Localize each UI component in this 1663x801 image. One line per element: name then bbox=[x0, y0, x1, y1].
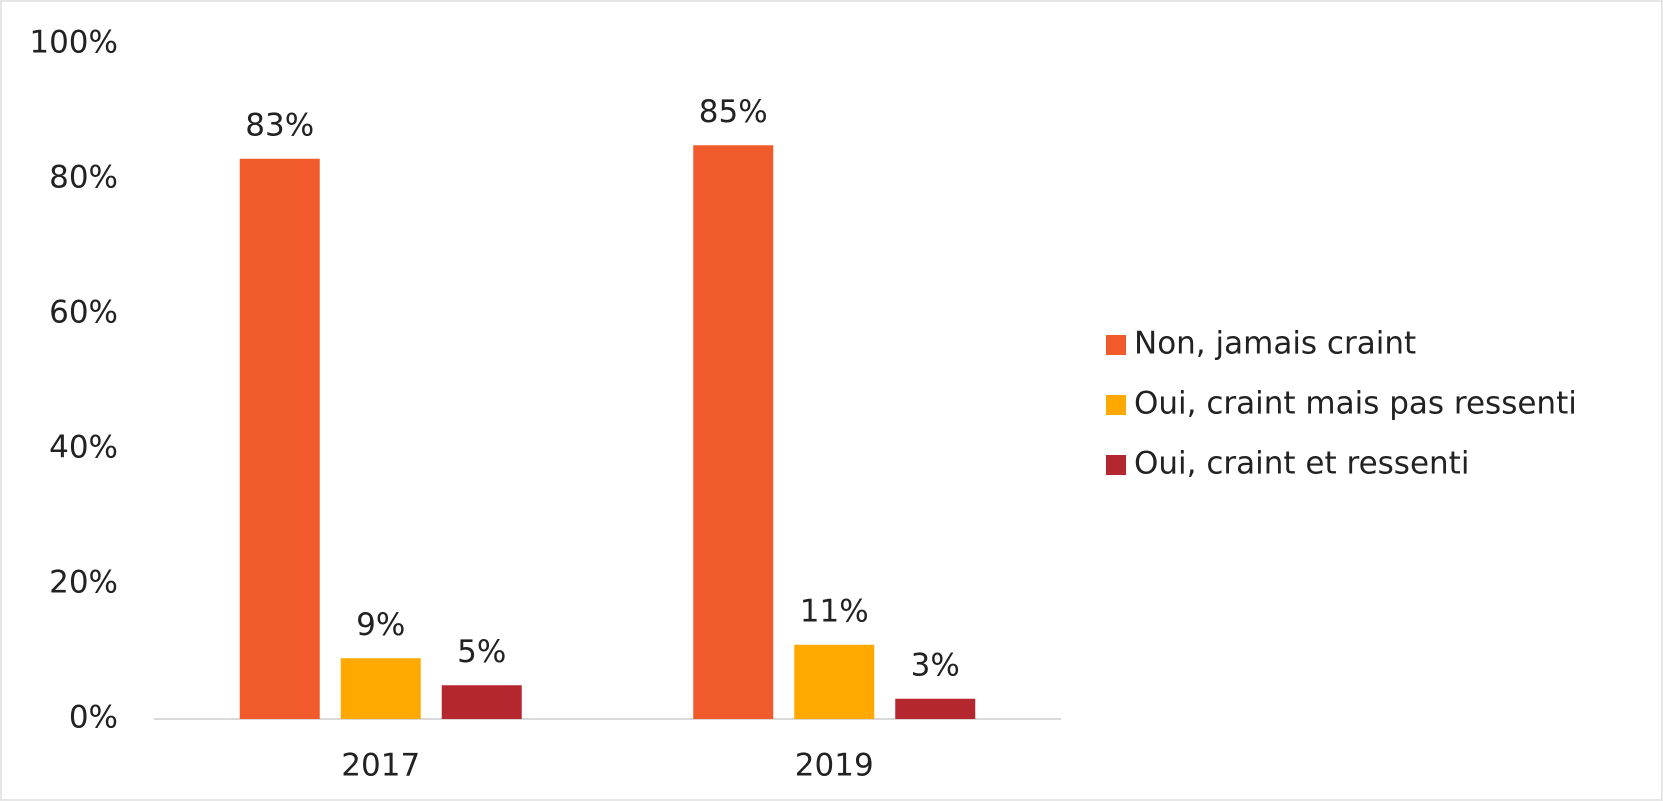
bar bbox=[895, 698, 976, 719]
bar bbox=[441, 685, 522, 719]
bar bbox=[239, 158, 320, 719]
legend-swatch bbox=[1106, 335, 1126, 355]
bar bbox=[340, 658, 421, 719]
data-label: 5% bbox=[457, 634, 506, 670]
bar bbox=[693, 145, 774, 719]
bar bbox=[794, 644, 875, 719]
data-label: 3% bbox=[911, 647, 960, 683]
y-tick-label: 60% bbox=[49, 295, 118, 331]
x-tick-label: 2019 bbox=[795, 748, 874, 784]
legend-label: Non, jamais craint bbox=[1134, 326, 1416, 362]
data-label: 85% bbox=[699, 94, 768, 130]
legend-swatch bbox=[1106, 455, 1126, 475]
y-tick-label: 100% bbox=[29, 25, 118, 61]
legend-label: Oui, craint et ressenti bbox=[1134, 446, 1469, 482]
y-tick-label: 20% bbox=[49, 565, 118, 601]
data-label: 11% bbox=[800, 593, 869, 629]
y-tick-label: 0% bbox=[69, 700, 118, 736]
legend-label: Oui, craint mais pas ressenti bbox=[1134, 386, 1577, 422]
legend-swatch bbox=[1106, 395, 1126, 415]
y-tick-label: 80% bbox=[49, 160, 118, 196]
y-tick-label: 40% bbox=[49, 430, 118, 466]
data-label: 9% bbox=[356, 607, 405, 643]
data-label: 83% bbox=[245, 107, 314, 143]
x-tick-label: 2017 bbox=[341, 748, 420, 784]
